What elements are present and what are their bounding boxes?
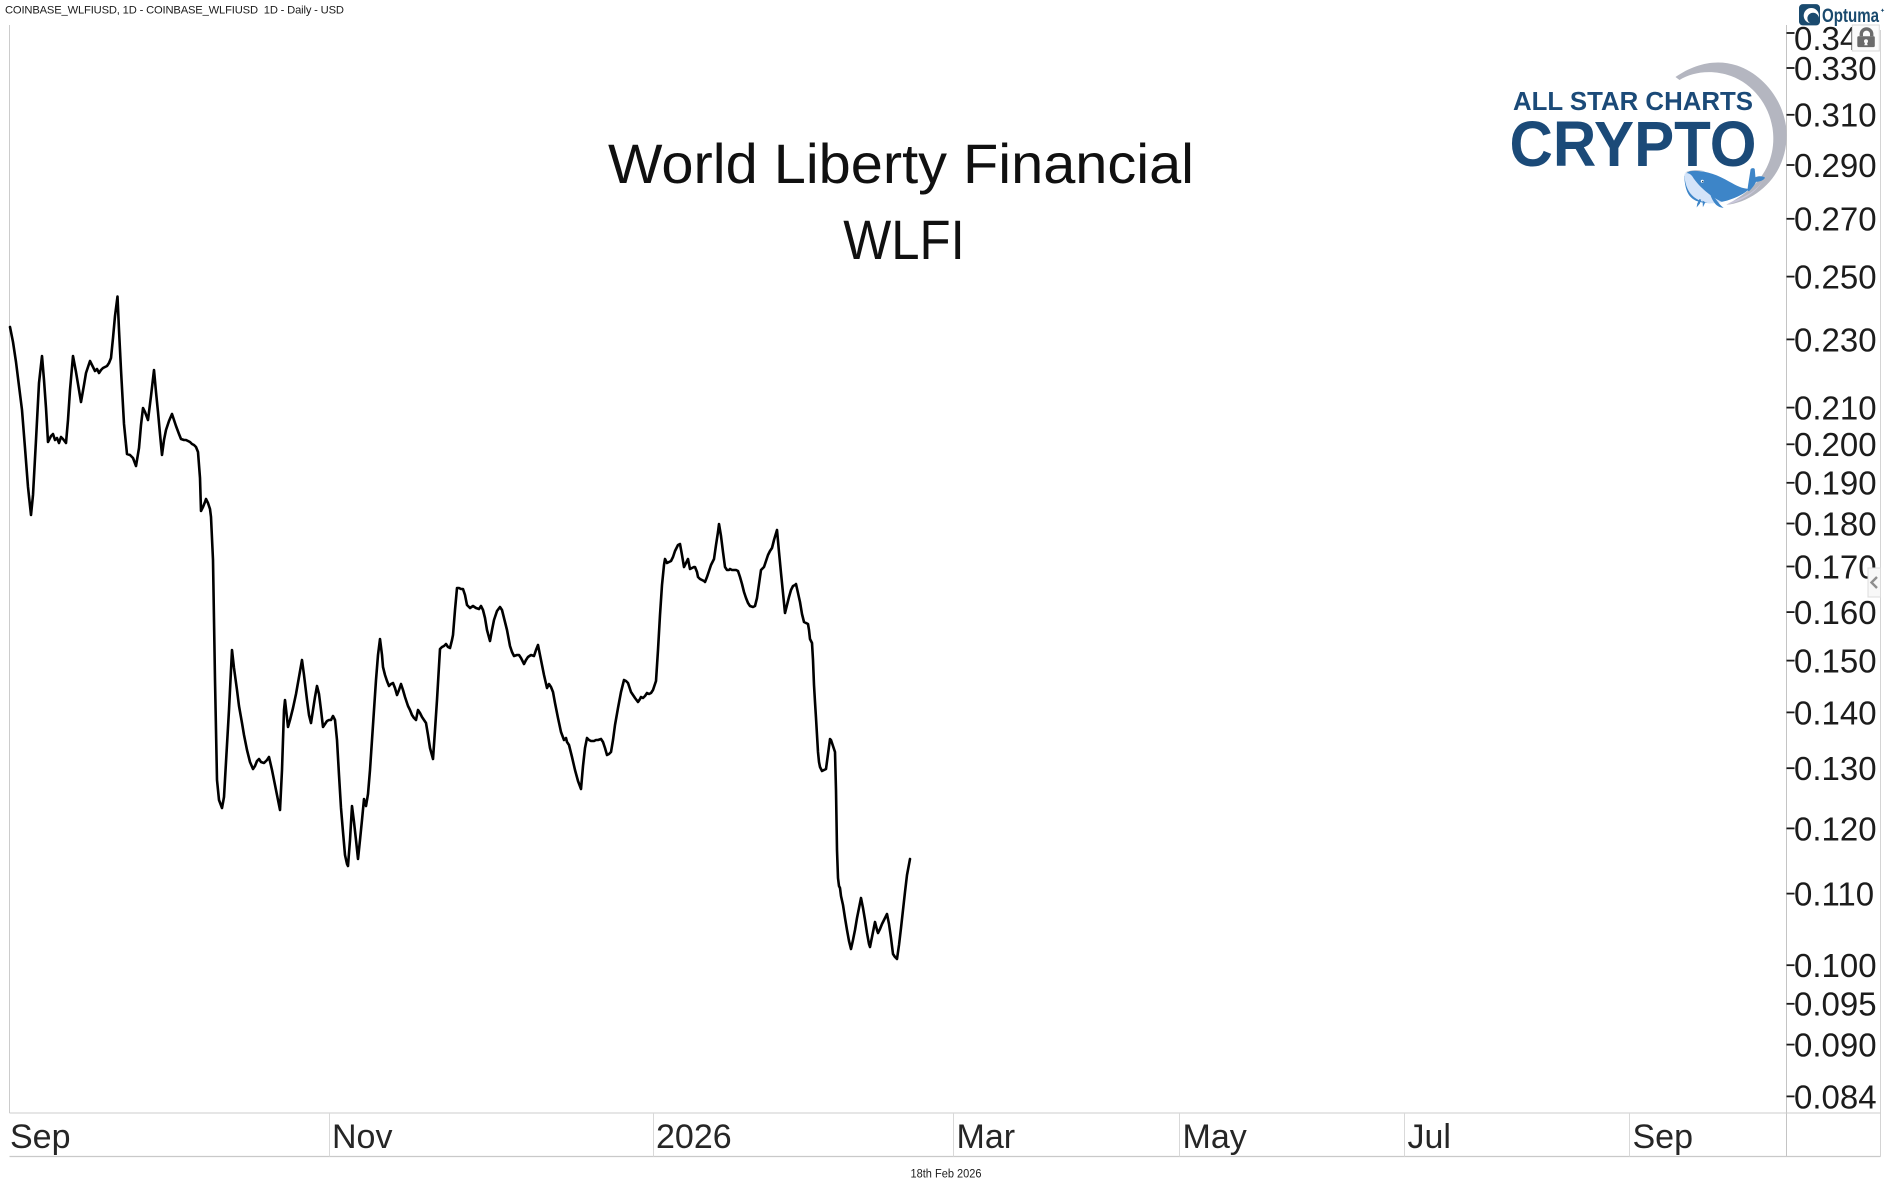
svg-text:0.150: 0.150: [1794, 643, 1877, 680]
svg-text:Sep: Sep: [10, 1118, 71, 1156]
svg-text:0.140: 0.140: [1794, 694, 1877, 731]
svg-text:0.230: 0.230: [1794, 321, 1877, 358]
svg-text:0.190: 0.190: [1794, 465, 1877, 502]
svg-text:18th Feb 2026: 18th Feb 2026: [911, 1167, 982, 1181]
svg-text:0.180: 0.180: [1794, 505, 1877, 542]
svg-text:0.250: 0.250: [1794, 259, 1877, 296]
svg-text:May: May: [1183, 1118, 1247, 1156]
svg-text:Jul: Jul: [1408, 1118, 1451, 1156]
svg-text:Optuma: Optuma: [1822, 5, 1879, 27]
svg-text:0.330: 0.330: [1794, 50, 1877, 87]
svg-text:0.210: 0.210: [1794, 390, 1877, 427]
svg-text:0.160: 0.160: [1794, 594, 1877, 631]
svg-text:WLFI: WLFI: [843, 208, 965, 271]
svg-text:COINBASE_WLFIUSD, 1D - COINBAS: COINBASE_WLFIUSD, 1D - COINBASE_WLFIUSD …: [5, 5, 344, 17]
svg-text:0.200: 0.200: [1794, 426, 1877, 463]
svg-text:Nov: Nov: [332, 1118, 392, 1156]
svg-text:CRYPTO: CRYPTO: [1510, 108, 1757, 180]
svg-text:2026: 2026: [656, 1118, 732, 1156]
svg-text:0.084: 0.084: [1794, 1078, 1877, 1115]
svg-text:World Liberty Financial: World Liberty Financial: [608, 132, 1194, 195]
svg-text:0.090: 0.090: [1794, 1027, 1877, 1064]
svg-text:Sep: Sep: [1633, 1118, 1694, 1156]
svg-text:0.100: 0.100: [1794, 947, 1877, 984]
svg-text:0.130: 0.130: [1794, 750, 1877, 787]
svg-text:0.310: 0.310: [1794, 97, 1877, 134]
svg-text:0.170: 0.170: [1794, 548, 1877, 585]
svg-text:0.110: 0.110: [1794, 876, 1874, 913]
svg-text:0.095: 0.095: [1794, 986, 1877, 1023]
svg-text:ALL STAR CHARTS: ALL STAR CHARTS: [1513, 88, 1753, 116]
svg-text:0.270: 0.270: [1794, 201, 1877, 238]
svg-text:0.290: 0.290: [1794, 147, 1877, 184]
svg-text:0.34: 0.34: [1794, 20, 1858, 57]
svg-text:0.120: 0.120: [1794, 810, 1877, 847]
svg-text:Mar: Mar: [957, 1118, 1016, 1156]
